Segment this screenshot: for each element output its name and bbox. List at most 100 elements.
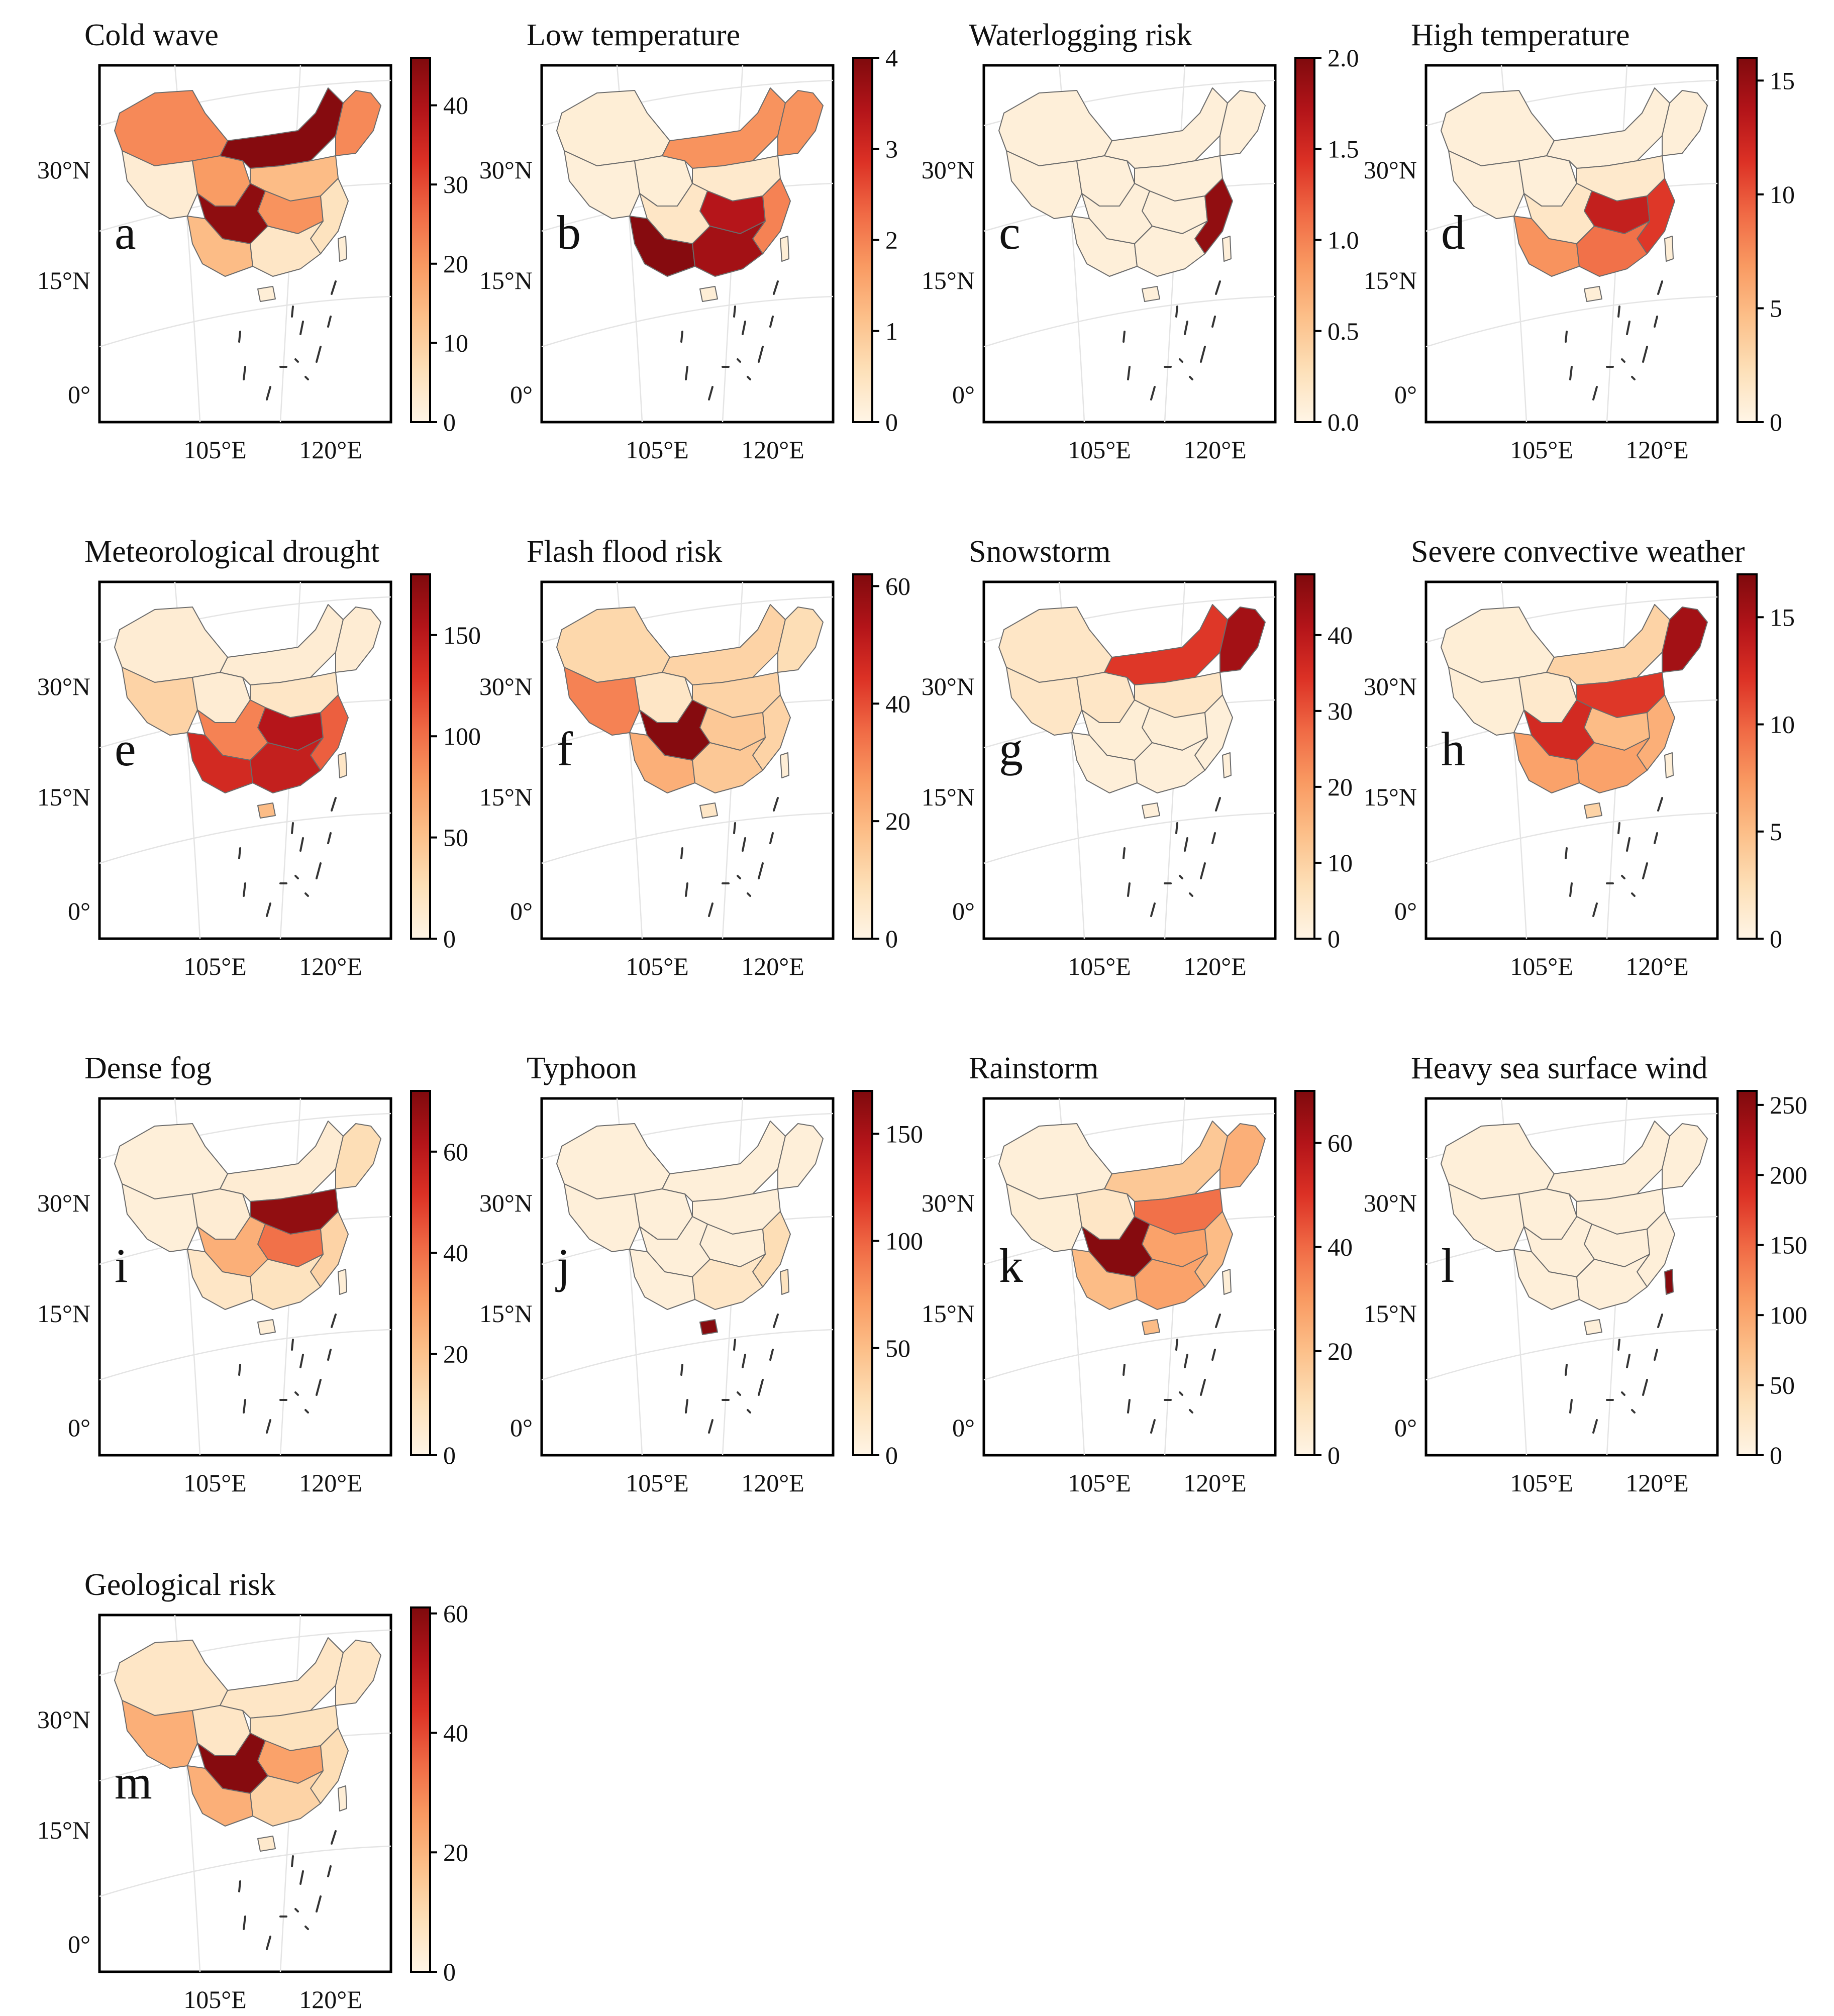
south-sea-island xyxy=(680,847,683,859)
south-sea-island xyxy=(1642,346,1648,363)
south-sea-island xyxy=(1565,847,1568,859)
panel-title: Dense fog xyxy=(84,1051,212,1085)
region-south xyxy=(692,1254,766,1310)
lon-label: 105°E xyxy=(626,436,689,464)
panel-title: Meteorological drought xyxy=(84,535,379,569)
south-sea-island xyxy=(291,306,294,318)
region-south xyxy=(1576,1254,1650,1310)
region-northeast xyxy=(335,1640,381,1706)
south-sea-island xyxy=(1127,366,1131,380)
lat-label: 15°N xyxy=(479,1299,533,1328)
south-sea-island xyxy=(294,875,299,879)
south-sea-island xyxy=(1626,321,1631,335)
south-sea-island xyxy=(685,882,688,897)
south-sea-island xyxy=(1189,1409,1193,1414)
south-sea-island xyxy=(1642,862,1648,879)
graticule-line xyxy=(541,1329,834,1381)
region-hainan xyxy=(257,802,276,819)
south-sea-island xyxy=(304,1409,309,1414)
lat-label: 15°N xyxy=(37,266,90,294)
region-south xyxy=(692,737,766,793)
colorbar-tick-label: 2.0 xyxy=(1328,44,1359,72)
south-sea-island xyxy=(1123,1364,1126,1376)
south-sea-island xyxy=(737,1391,741,1396)
south-sea-island xyxy=(1592,386,1598,400)
colorbar-tick-label: 20 xyxy=(885,807,910,835)
colorbar-tick-label: 40 xyxy=(443,1239,468,1267)
panel-letter: g xyxy=(999,722,1023,776)
map-area xyxy=(983,65,1276,423)
lat-label: 0° xyxy=(1394,897,1417,925)
colorbar-tick-label: 30 xyxy=(443,170,468,198)
region-northeast xyxy=(335,90,381,156)
south-sea-island xyxy=(327,1349,332,1361)
lat-label: 15°N xyxy=(1364,1299,1417,1328)
lat-label: 30°N xyxy=(37,156,90,184)
lon-label: 120°E xyxy=(1183,1469,1247,1497)
lat-label: 15°N xyxy=(479,783,533,811)
south-sea-island xyxy=(331,797,337,812)
south-sea-island xyxy=(1631,376,1636,380)
south-sea-island xyxy=(294,1391,299,1396)
lat-label: 15°N xyxy=(1364,266,1417,294)
region-northeast xyxy=(1219,90,1266,156)
region-hainan xyxy=(1142,802,1160,819)
south-sea-island xyxy=(1617,822,1620,834)
lat-label: 15°N xyxy=(922,266,975,294)
panel-a: Cold wave a 30°N 15°N 0° 105°E 120°E 0 10 20 30 40 xyxy=(37,18,468,464)
region-taiwan xyxy=(1222,236,1232,262)
region-south xyxy=(250,1254,324,1310)
colorbar-tick-label: 40 xyxy=(443,1719,468,1747)
south-sea-island xyxy=(1200,1379,1206,1396)
lon-label: 120°E xyxy=(1625,952,1689,980)
south-sea-island xyxy=(1569,366,1573,380)
colorbar-tick-label: 10 xyxy=(1770,180,1795,209)
lat-label: 0° xyxy=(510,380,533,409)
lat-label: 0° xyxy=(510,1414,533,1442)
south-sea-island xyxy=(1215,1314,1221,1328)
region-taiwan xyxy=(1664,1269,1674,1295)
south-sea-island xyxy=(747,376,751,380)
south-sea-island xyxy=(733,306,736,318)
south-sea-island xyxy=(1654,832,1658,844)
south-sea-island xyxy=(1569,882,1573,897)
south-sea-island xyxy=(266,1936,271,1950)
panel-title: Waterlogging risk xyxy=(969,18,1192,52)
south-sea-island xyxy=(316,1379,322,1396)
south-sea-island xyxy=(1621,1391,1625,1396)
lat-label: 15°N xyxy=(922,1299,975,1328)
south-sea-island xyxy=(1617,306,1620,318)
region-taiwan xyxy=(1222,1269,1232,1295)
lon-label: 105°E xyxy=(1068,952,1131,980)
colorbar-frame xyxy=(410,57,431,423)
colorbar-tick-label: 250 xyxy=(1770,1091,1807,1119)
region-hainan xyxy=(257,286,276,302)
colorbar-tick-label: 1.5 xyxy=(1328,135,1359,163)
graticule-line xyxy=(983,812,1276,864)
panel-letter: k xyxy=(999,1239,1023,1292)
graticule-line xyxy=(983,1329,1276,1381)
panel-k: Rainstorm k 30°N 15°N 0° 105°E 120°E 0 20 40 60 xyxy=(922,1051,1353,1497)
south-sea-island xyxy=(316,346,322,363)
lat-label: 30°N xyxy=(479,672,533,700)
map-area xyxy=(541,1098,834,1456)
south-sea-island xyxy=(1626,837,1631,852)
south-sea-island xyxy=(1617,1339,1620,1351)
south-sea-island xyxy=(243,882,246,897)
south-sea-island xyxy=(1175,822,1178,834)
south-sea-island xyxy=(737,875,741,879)
south-sea-island xyxy=(1211,832,1216,844)
region-hainan xyxy=(257,1836,276,1852)
south-sea-island xyxy=(291,1339,294,1351)
lat-label: 15°N xyxy=(37,783,90,811)
colorbar xyxy=(1738,58,1757,422)
south-sea-island xyxy=(316,1895,322,1912)
panel-title: Rainstorm xyxy=(969,1051,1098,1085)
lat-label: 30°N xyxy=(1364,672,1417,700)
lat-label: 0° xyxy=(1394,1414,1417,1442)
south-sea-island xyxy=(299,1870,304,1885)
colorbar-tick-label: 50 xyxy=(443,824,468,852)
map-area xyxy=(99,581,391,939)
lon-label: 105°E xyxy=(183,436,247,464)
region-south xyxy=(1576,221,1650,277)
